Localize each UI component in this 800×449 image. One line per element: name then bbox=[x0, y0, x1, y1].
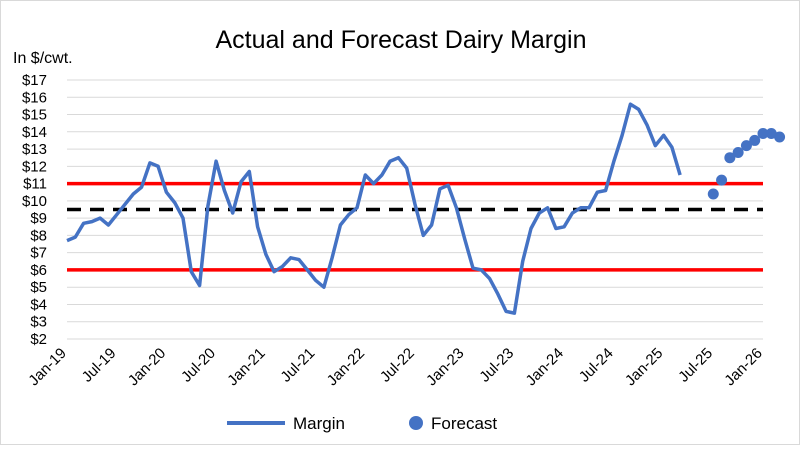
x-tick-label: Jul-22 bbox=[377, 345, 418, 386]
x-tick-label: Jan-19 bbox=[25, 345, 69, 389]
forecast-point bbox=[749, 134, 761, 146]
y-tick-label: $2 bbox=[30, 331, 47, 348]
x-tick-label: Jan-26 bbox=[721, 345, 765, 389]
y-tick-label: $11 bbox=[23, 176, 47, 193]
y-tick-label: $5 bbox=[30, 279, 47, 296]
margin-series-line bbox=[66, 102, 682, 315]
legend-forecast-label: Forecast bbox=[431, 414, 497, 433]
x-tick-label: Jan-22 bbox=[324, 345, 368, 389]
y-tick-label: $8 bbox=[30, 227, 47, 244]
y-tick-label: $16 bbox=[22, 89, 47, 106]
x-axis-ticks: Jan-19 Jul-19 Jan-20 Jul-20 Jan-21 Jul-21 Jan-… bbox=[25, 345, 765, 389]
y-tick-label: $15 bbox=[22, 107, 47, 124]
y-tick-label: $3 bbox=[30, 314, 47, 331]
y-axis-unit-label: In $/cwt. bbox=[13, 50, 73, 67]
y-tick-label: $14 bbox=[22, 124, 47, 141]
x-tick-label: Jan-25 bbox=[622, 345, 666, 389]
x-tick-label: Jan-24 bbox=[523, 345, 567, 389]
y-tick-label: $4 bbox=[30, 296, 47, 313]
forecast-point bbox=[732, 147, 744, 159]
x-tick-label: Jan-20 bbox=[125, 345, 169, 389]
forecast-point bbox=[774, 131, 786, 143]
y-tick-label: $13 bbox=[22, 141, 47, 158]
x-tick-label: Jan-21 bbox=[224, 345, 268, 389]
legend-margin-label: Margin bbox=[293, 414, 345, 433]
forecast-point bbox=[707, 188, 719, 200]
x-tick-label: Jul-20 bbox=[178, 345, 219, 386]
forecast-point bbox=[740, 140, 752, 152]
x-tick-label: Jul-19 bbox=[79, 345, 120, 386]
y-tick-label: $9 bbox=[30, 210, 47, 227]
x-tick-label: Jul-25 bbox=[675, 345, 716, 386]
x-tick-label: Jul-24 bbox=[576, 345, 617, 386]
y-tick-label: $7 bbox=[30, 245, 47, 262]
forecast-point bbox=[757, 128, 769, 140]
y-axis-ticks: $2$3$4$5$6$7$8$9$10$11$12$13$14$15$16$17 bbox=[22, 72, 47, 348]
legend: Margin Forecast bbox=[227, 414, 497, 433]
y-tick-label: $12 bbox=[22, 158, 47, 175]
y-tick-label: $6 bbox=[30, 262, 47, 279]
forecast-point bbox=[724, 152, 736, 164]
forecast-point bbox=[765, 128, 777, 140]
x-tick-label: Jan-23 bbox=[423, 345, 467, 389]
x-tick-label: Jul-23 bbox=[476, 345, 517, 386]
forecast-point bbox=[716, 174, 728, 186]
x-tick-label: Jul-21 bbox=[277, 345, 318, 386]
legend-forecast-swatch bbox=[409, 416, 423, 430]
chart-title: Actual and Forecast Dairy Margin bbox=[216, 26, 587, 54]
y-tick-label: $17 bbox=[22, 72, 47, 89]
y-tick-label: $10 bbox=[22, 193, 47, 210]
data-series bbox=[66, 102, 786, 315]
